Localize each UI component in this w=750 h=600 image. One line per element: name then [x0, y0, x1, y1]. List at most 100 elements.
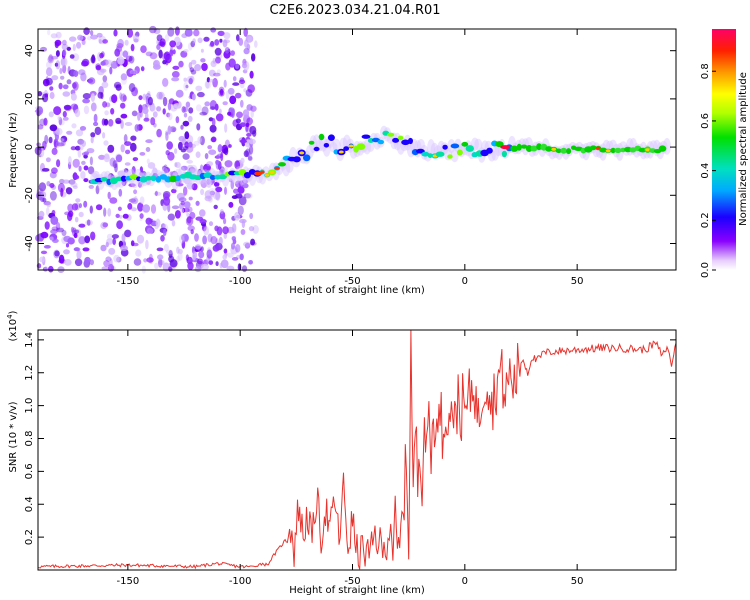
noise-speckle — [124, 39, 129, 46]
noise-speckle — [204, 80, 212, 89]
noise-speckle — [76, 250, 82, 260]
noise-speckle — [105, 256, 112, 262]
noise-speckle — [238, 79, 246, 85]
noise-speckle — [172, 127, 176, 133]
trace-blob — [168, 175, 178, 183]
noise-speckle — [201, 263, 209, 270]
noise-speckle — [93, 113, 98, 123]
noise-speckle — [239, 139, 247, 144]
noise-speckle — [90, 34, 98, 40]
noise-speckle — [185, 254, 189, 261]
noise-speckle — [61, 43, 68, 51]
noise-speckle — [83, 200, 88, 208]
noise-speckle — [125, 149, 131, 155]
noise-speckle — [174, 162, 178, 168]
trace-blob — [356, 143, 366, 151]
noise-speckle — [231, 257, 239, 261]
noise-speckle — [57, 116, 61, 121]
noise-speckle — [188, 141, 193, 148]
noise-speckle — [77, 149, 82, 158]
trace-halo — [450, 149, 459, 163]
noise-speckle — [137, 202, 144, 212]
noise-speckle — [99, 68, 107, 73]
noise-speckle — [199, 111, 207, 116]
noise-speckle — [246, 133, 252, 137]
trace-blob — [327, 134, 335, 141]
noise-speckle — [160, 235, 165, 242]
noise-speckle — [102, 39, 108, 44]
noise-speckle — [93, 121, 99, 127]
noise-speckle — [189, 67, 195, 73]
noise-speckle — [195, 151, 201, 158]
noise-speckle — [62, 49, 67, 57]
noise-speckle — [142, 204, 151, 213]
trace-blob — [392, 137, 400, 143]
noise-speckle — [212, 244, 220, 252]
noise-speckle — [193, 29, 200, 37]
y-tick-label: 40 — [24, 44, 35, 57]
noise-speckle — [63, 249, 70, 255]
noise-speckle — [43, 266, 48, 273]
noise-speckle — [218, 236, 223, 246]
noise-speckle — [228, 58, 236, 68]
noise-speckle — [116, 220, 123, 230]
noise-speckle — [50, 229, 58, 235]
noise-speckle — [102, 132, 106, 139]
noise-speckle — [158, 258, 163, 268]
noise-speckle — [108, 119, 114, 127]
trace-peak — [299, 151, 305, 155]
trace-blob — [521, 144, 528, 149]
noise-speckle — [248, 145, 254, 155]
noise-speckle — [62, 84, 69, 90]
noise-speckle — [115, 213, 120, 218]
trace-peak — [645, 148, 651, 152]
trace-blob — [614, 147, 622, 154]
y-tick-label: 0.4 — [24, 496, 35, 512]
noise-speckle — [113, 29, 118, 37]
noise-speckle — [189, 164, 198, 174]
trace-blob — [155, 176, 162, 183]
noise-speckle — [128, 198, 136, 203]
noise-speckle — [207, 145, 213, 150]
noise-speckle — [216, 69, 221, 74]
noise-speckle — [208, 260, 214, 265]
y-tick-label: 1.4 — [24, 332, 35, 348]
noise-speckle — [103, 260, 110, 267]
noise-speckle — [113, 254, 120, 263]
noise-speckle — [60, 58, 66, 66]
noise-speckle — [109, 66, 113, 75]
trace-blob — [100, 177, 108, 182]
noise-speckle — [192, 250, 198, 260]
noise-speckle — [96, 32, 103, 38]
noise-speckle — [183, 186, 188, 196]
noise-speckle — [80, 171, 86, 179]
noise-speckle — [199, 219, 207, 224]
noise-speckle — [77, 34, 84, 41]
noise-speckle — [112, 237, 116, 246]
noise-speckle — [123, 168, 129, 173]
noise-speckle — [79, 144, 84, 151]
noise-speckle — [104, 110, 109, 116]
noise-speckle — [153, 64, 161, 70]
y-tick-label: 0 — [24, 144, 35, 150]
noise-speckle — [50, 33, 58, 39]
noise-speckle — [222, 39, 228, 48]
noise-speckle — [66, 79, 72, 85]
noise-speckle — [136, 234, 145, 244]
noise-speckle — [70, 93, 77, 101]
noise-speckle — [117, 170, 126, 177]
noise-speckle — [165, 53, 172, 64]
noise-speckle — [165, 249, 174, 255]
noise-speckle — [237, 186, 245, 194]
noise-speckle — [235, 92, 242, 99]
colorbar-tick-label: 0.4 — [700, 163, 711, 179]
noise-speckle — [90, 231, 96, 241]
noise-speckle — [64, 105, 72, 112]
noise-speckle — [84, 235, 91, 244]
noise-speckle — [214, 103, 219, 111]
noise-speckle — [55, 60, 61, 70]
noise-speckle — [178, 60, 184, 68]
trace-peak — [264, 173, 270, 177]
noise-speckle — [232, 223, 237, 233]
noise-speckle — [76, 159, 80, 164]
